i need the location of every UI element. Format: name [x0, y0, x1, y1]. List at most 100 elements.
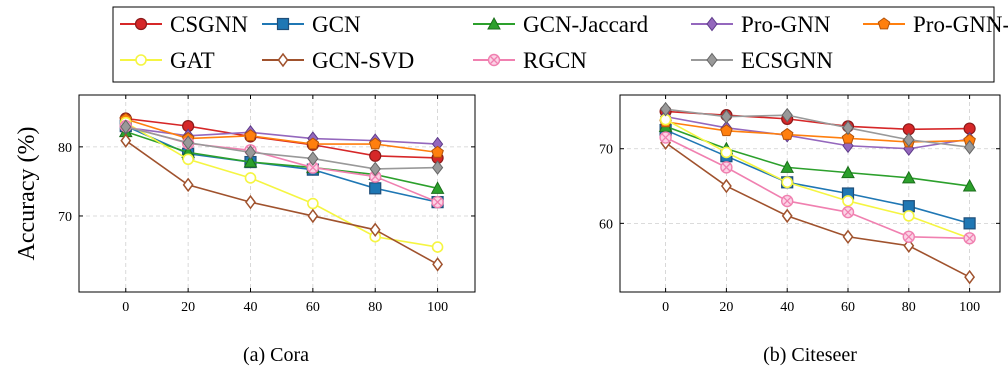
series-line-rgcn: [665, 136, 970, 240]
legend-marker-rgcn: [487, 53, 501, 67]
data-point-ecsgnn: [431, 160, 444, 175]
legend-marker-gcn: [276, 17, 290, 31]
series-line-gcn-svd: [665, 142, 970, 278]
data-point-gat: [720, 146, 733, 159]
y-tick-label: 70: [58, 210, 72, 225]
legend-marker-gat: [135, 54, 147, 66]
y-tick-label: 60: [599, 217, 613, 232]
data-point-pro-gnn-fs: [720, 124, 733, 137]
legend-marker-gcn-jaccard: [487, 16, 501, 30]
legend-label-csgnn: CSGNN: [170, 12, 248, 37]
y-tick-label: 70: [599, 143, 613, 158]
x-tick-label: 60: [841, 300, 855, 315]
data-point-rgcn: [720, 161, 733, 174]
data-point-gcn-svd: [307, 208, 319, 224]
series-line-gcn-svd: [125, 139, 438, 266]
data-point-gat: [182, 153, 194, 166]
data-point-gcn-svd: [903, 238, 915, 253]
series-gat: [659, 113, 976, 245]
data-point-pro-gnn-fs: [368, 137, 382, 150]
x-tick-label: 80: [902, 300, 916, 315]
data-point-rgcn: [963, 232, 976, 245]
legend-label-rgcn: RGCN: [523, 48, 587, 73]
data-point-ecsgnn: [244, 145, 257, 160]
legend-item-rgcn: RGCN: [473, 48, 587, 73]
data-point-csgnn: [369, 149, 382, 162]
chart-citeseer: 0 20 40 60 80 100 60 70 (b) Citeseer: [599, 94, 1001, 366]
series-line-ecsgnn: [665, 108, 970, 149]
x-tick-label: 0: [662, 300, 669, 315]
data-point-gcn-jaccard: [901, 170, 916, 184]
series-line-csgnn: [665, 110, 970, 131]
chart-cora: 0 20 40 60 80 100 70 80 Accuracy (%) (a) Cora: [14, 94, 476, 366]
data-point-gcn-svd: [369, 222, 381, 238]
data-point-gat: [431, 241, 444, 253]
data-point-gcn: [369, 182, 382, 195]
data-point-gcn: [902, 200, 915, 213]
data-point-ecsgnn: [903, 132, 915, 148]
data-point-pro-gnn-fs: [431, 145, 444, 158]
x-tick-label: 40: [780, 300, 794, 315]
data-point-gcn-jaccard: [430, 181, 445, 194]
series-ecsgnn: [120, 119, 444, 177]
legend-marker-pro-gnn: [706, 16, 718, 32]
data-point-pro-gnn-fs: [244, 129, 257, 142]
data-point-gcn-svd: [120, 133, 132, 148]
series-line-pro-gnn: [125, 126, 438, 145]
series-line-pro-gnn: [665, 115, 970, 150]
legend-item-pro-gnn: Pro-GNN: [691, 12, 831, 37]
data-point-ecsgnn: [842, 120, 854, 136]
legend: CSGNN GCN GCN-Jaccard Pro-GNN Pro-GNN-fs GAT G…: [112, 6, 1008, 83]
data-point-gcn-svd: [964, 269, 976, 285]
series-rgcn: [659, 131, 976, 245]
data-point-gat: [902, 210, 915, 222]
data-point-rgcn: [841, 205, 855, 219]
data-point-rgcn: [902, 230, 915, 243]
series-line-gat: [665, 118, 970, 240]
legend-item-gat: GAT: [120, 48, 215, 73]
data-point-gcn-svd: [182, 177, 194, 193]
y-axis-label: Accuracy (%): [14, 127, 40, 261]
caption: (b) Citeseer: [763, 344, 857, 366]
series-ecsgnn: [659, 101, 976, 155]
data-point-gcn-jaccard: [841, 165, 855, 179]
data-point-rgcn: [659, 131, 672, 144]
legend-label-gat: GAT: [170, 48, 215, 73]
legend-label-pro-gnn: Pro-GNN: [741, 12, 831, 37]
x-tick-label: 60: [306, 300, 320, 315]
data-point-gcn-svd: [842, 229, 854, 245]
data-point-gcn-jaccard: [962, 178, 977, 192]
caption: (a) Cora: [243, 344, 309, 366]
series-line-ecsgnn: [125, 126, 438, 170]
data-point-gat: [842, 195, 854, 207]
legend-label-gcn-jaccard: GCN-Jaccard: [523, 12, 649, 37]
x-tick-label: 100: [959, 300, 980, 315]
legend-frame: [112, 6, 995, 83]
legend-item-pro-gnn-fs: Pro-GNN-fs: [863, 12, 1008, 37]
data-point-gcn: [963, 217, 976, 230]
series-line-gcn-jaccard: [125, 130, 438, 190]
data-point-ecsgnn: [659, 101, 672, 117]
data-point-ecsgnn: [369, 161, 381, 177]
data-point-pro-gnn-fs: [780, 127, 794, 140]
data-point-gcn-svd: [245, 194, 256, 210]
data-point-ecsgnn: [182, 135, 194, 151]
data-point-gat: [307, 197, 319, 210]
data-point-gcn-svd: [432, 257, 444, 272]
plot-frame: [78, 94, 476, 293]
legend-item-gcn: GCN: [262, 12, 361, 37]
data-point-rgcn: [781, 194, 794, 208]
data-point-rgcn: [369, 170, 382, 183]
data-point-pro-gnn-fs: [841, 131, 855, 144]
legend-label-gcn-svd: GCN-SVD: [312, 48, 414, 73]
legend-label-ecsgnn: ECSGNN: [741, 48, 833, 73]
series-gcn-svd: [120, 133, 444, 272]
data-point-ecsgnn: [720, 109, 733, 124]
legend-marker-csgnn: [134, 17, 148, 31]
data-point-pro-gnn-fs: [306, 137, 320, 150]
data-point-gcn-svd: [781, 208, 793, 224]
x-tick-label: 20: [719, 300, 733, 315]
legend-item-gcn-jaccard: GCN-Jaccard: [473, 12, 649, 37]
x-tick-label: 0: [122, 300, 129, 315]
